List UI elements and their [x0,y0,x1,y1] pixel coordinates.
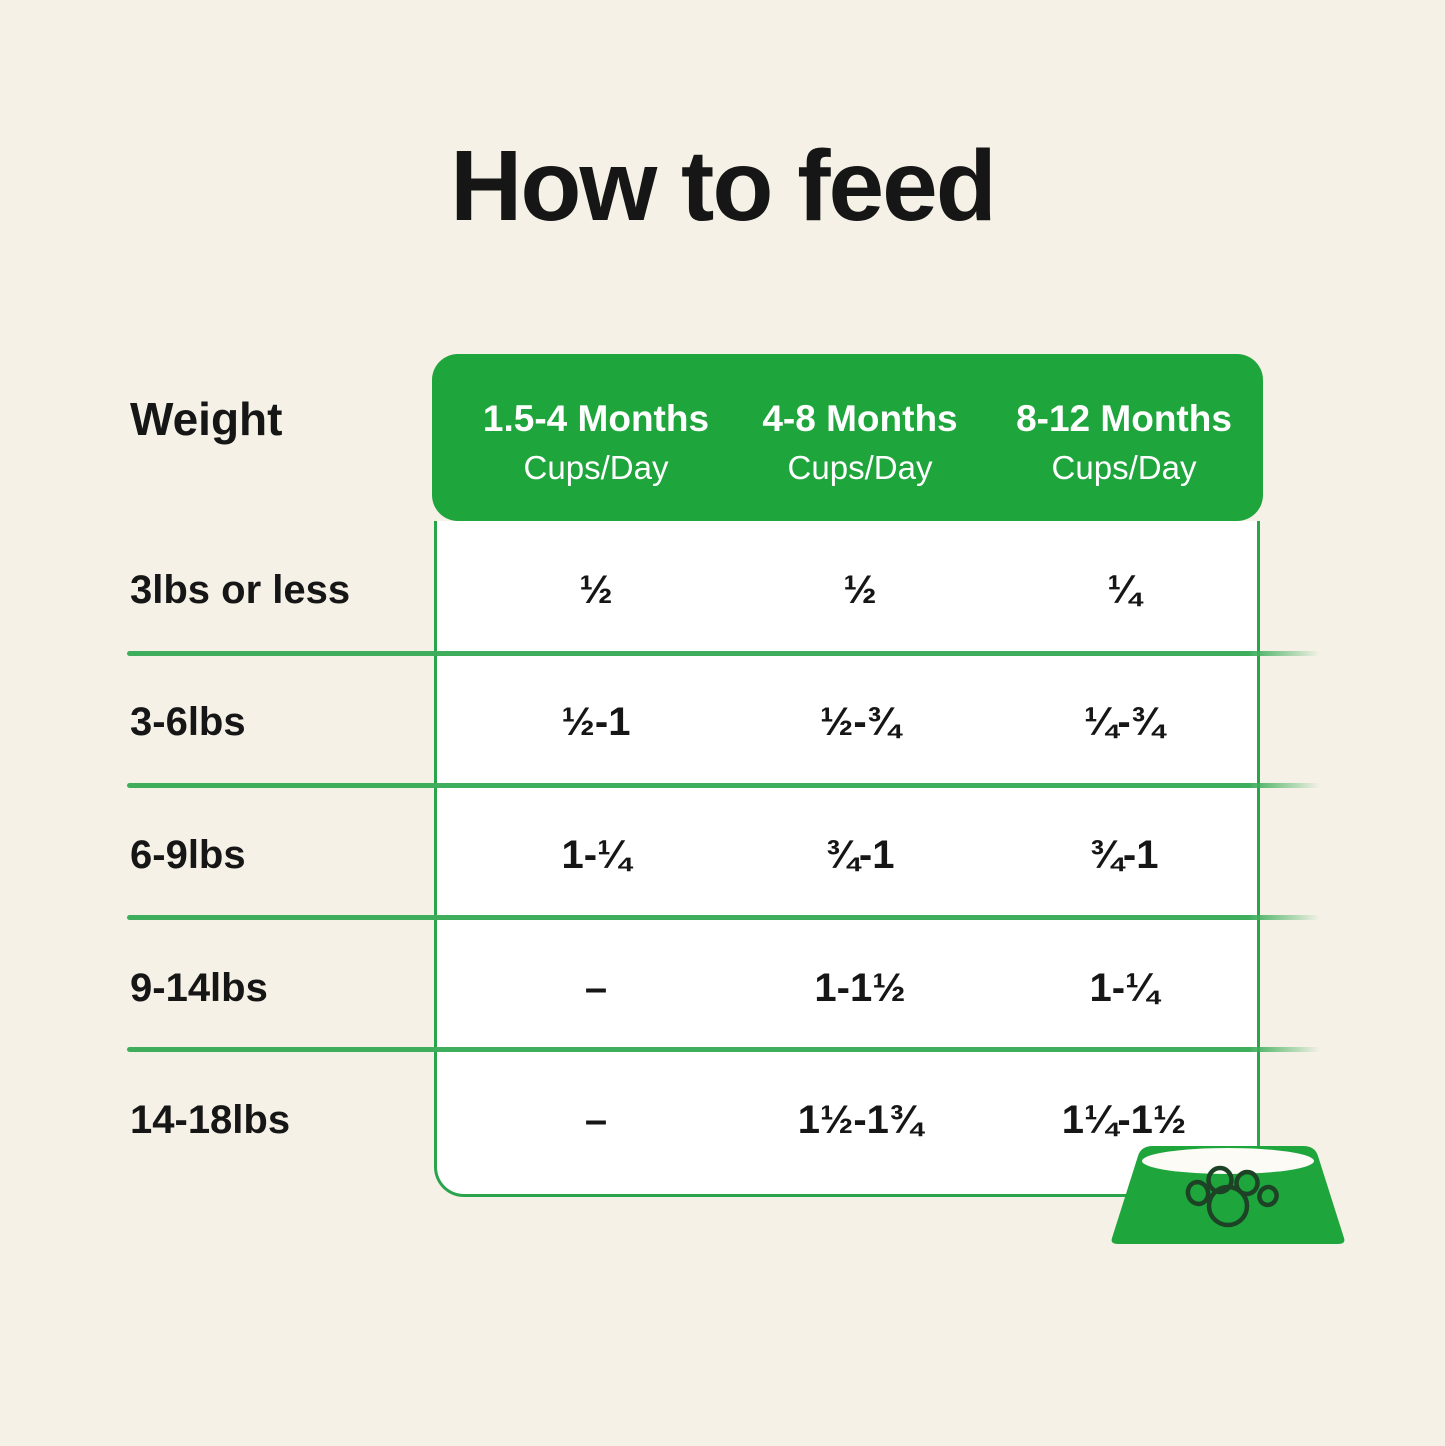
unit-label: Cups/Day [1051,449,1197,486]
row-label-9-14lbs: 9-14lbs [130,966,268,1010]
cell-value: – [584,1098,608,1142]
paw-print-icon [1185,1165,1279,1228]
table-header-cell-age-1: 1.5-4 Months Cups/Day [456,400,736,484]
row-divider [127,783,1320,788]
cell-value: – [584,966,608,1010]
age-range-label: 8-12 Months [1016,398,1232,439]
cell-value: ½ [843,568,877,612]
cell-value: 1½-1¾ [797,1098,923,1142]
row-divider [127,651,1320,656]
cell-value: ½-¾ [819,700,901,744]
age-range-label: 1.5-4 Months [482,398,710,439]
cell-value: ¼-¾ [1083,700,1165,744]
cell-value: 1-¼ [1089,966,1159,1010]
cell-value: ¼ [1107,568,1141,612]
table-header-cell-age-2: 4-8 Months Cups/Day [720,400,1000,484]
row-divider [127,915,1320,920]
row-divider [127,1047,1320,1052]
cell-value: 1¼-1½ [1061,1098,1187,1142]
row-label-14-18lbs: 14-18lbs [130,1098,291,1142]
cell-value: ½-1 [561,700,631,744]
cell-value: 1-1½ [814,966,906,1010]
page-title: How to feed [450,130,997,242]
row-label-3-6lbs: 3-6lbs [130,700,246,744]
unit-label: Cups/Day [523,449,669,486]
cell-value: ¾-1 [825,833,895,877]
table-header-cell-age-3: 8-12 Months Cups/Day [984,400,1264,484]
cell-value: 1-¼ [561,833,631,877]
table-header: 1.5-4 Months Cups/Day 4-8 Months Cups/Da… [432,354,1263,521]
cell-value: ½ [579,568,613,612]
age-range-label: 4-8 Months [762,398,958,439]
cell-value: ¾-1 [1089,833,1159,877]
table-body [434,521,1260,1197]
weight-column-header: Weight [130,393,283,445]
unit-label: Cups/Day [787,449,933,486]
dog-bowl-icon [1111,1146,1345,1244]
row-label-3lbs-or-less: 3lbs or less [130,568,351,612]
row-label-6-9lbs: 6-9lbs [130,833,246,877]
